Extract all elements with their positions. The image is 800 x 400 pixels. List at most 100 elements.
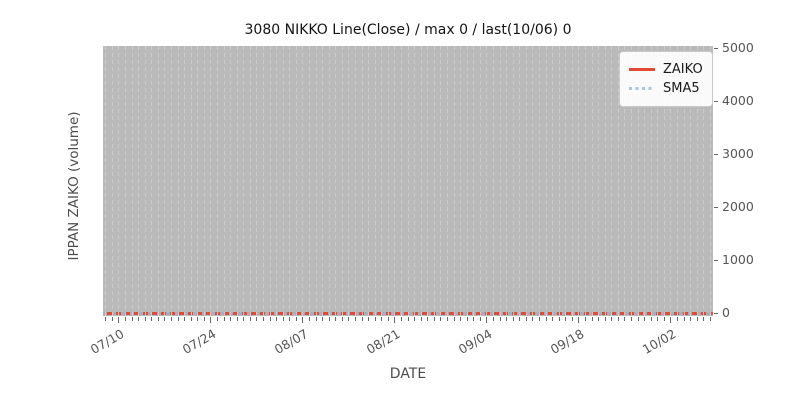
- x-minor-tick: [105, 317, 107, 321]
- gridline-vertical: [144, 46, 146, 316]
- x-minor-tick: [125, 317, 127, 321]
- x-minor-tick: [473, 317, 475, 321]
- y-tick-label: 2000: [722, 199, 754, 214]
- gridline-vertical: [171, 46, 173, 316]
- gridline-vertical: [552, 46, 554, 316]
- gridline-vertical: [249, 46, 251, 316]
- x-minor-tick: [506, 317, 508, 321]
- x-major-tick: [210, 317, 212, 323]
- x-minor-tick: [631, 317, 633, 321]
- gridline-vertical: [493, 46, 495, 316]
- x-minor-tick: [696, 317, 698, 321]
- gridline-vertical: [519, 46, 521, 316]
- x-minor-tick: [309, 317, 311, 321]
- x-minor-tick: [401, 317, 403, 321]
- gridline-vertical: [394, 46, 396, 316]
- x-minor-tick: [387, 317, 389, 321]
- x-minor-tick: [256, 317, 258, 321]
- x-major-tick: [118, 317, 120, 323]
- x-minor-tick: [190, 317, 192, 321]
- gridline-vertical: [269, 46, 271, 316]
- gridline-vertical: [177, 46, 179, 316]
- x-minor-tick: [414, 317, 416, 321]
- x-minor-tick: [276, 317, 278, 321]
- gridline-vertical: [374, 46, 376, 316]
- x-minor-tick: [493, 317, 495, 321]
- gridline-vertical: [401, 46, 403, 316]
- gridline-vertical: [591, 46, 593, 316]
- x-minor-tick: [479, 317, 481, 321]
- x-minor-tick: [269, 317, 271, 321]
- x-minor-tick: [427, 317, 429, 321]
- x-minor-tick: [282, 317, 284, 321]
- gridline-vertical: [506, 46, 508, 316]
- gridline-vertical: [690, 46, 692, 316]
- x-major-tick: [394, 317, 396, 323]
- gridline-vertical: [361, 46, 363, 316]
- x-minor-tick: [368, 317, 370, 321]
- gridline-vertical: [125, 46, 127, 316]
- gridline-vertical: [368, 46, 370, 316]
- x-minor-tick: [249, 317, 251, 321]
- gridline-vertical: [387, 46, 389, 316]
- x-minor-tick: [361, 317, 363, 321]
- plot-area: ZAIKO SMA5: [103, 46, 713, 316]
- chart-title: 3080 NIKKO Line(Close) / max 0 / last(10…: [244, 22, 572, 38]
- x-minor-tick: [650, 317, 652, 321]
- y-tick-label: 0: [722, 305, 730, 320]
- gridline-vertical: [328, 46, 330, 316]
- x-minor-tick: [138, 317, 140, 321]
- gridline-vertical: [585, 46, 587, 316]
- x-minor-tick: [499, 317, 501, 321]
- x-minor-tick: [144, 317, 146, 321]
- x-major-tick: [670, 317, 672, 323]
- x-minor-tick: [328, 317, 330, 321]
- gridline-vertical: [348, 46, 350, 316]
- x-minor-tick: [460, 317, 462, 321]
- x-minor-tick: [585, 317, 587, 321]
- x-minor-tick: [677, 317, 679, 321]
- x-minor-tick: [552, 317, 554, 321]
- x-minor-tick: [263, 317, 265, 321]
- x-minor-tick: [236, 317, 238, 321]
- x-minor-tick: [184, 317, 186, 321]
- x-minor-tick: [519, 317, 521, 321]
- gridline-vertical: [460, 46, 462, 316]
- x-minor-tick: [407, 317, 409, 321]
- y-axis-label: IPPAN ZAIKO (volume): [66, 111, 82, 261]
- x-minor-tick: [545, 317, 547, 321]
- x-minor-tick: [447, 317, 449, 321]
- x-minor-tick: [348, 317, 350, 321]
- x-minor-tick: [355, 317, 357, 321]
- gridline-vertical: [479, 46, 481, 316]
- x-minor-tick: [591, 317, 593, 321]
- x-minor-tick: [157, 317, 159, 321]
- gridline-vertical: [473, 46, 475, 316]
- gridline-vertical: [210, 46, 212, 316]
- x-minor-tick: [433, 317, 435, 321]
- x-major-tick: [486, 317, 488, 323]
- x-minor-tick: [171, 317, 173, 321]
- x-minor-tick: [111, 317, 113, 321]
- gridline-vertical: [677, 46, 679, 316]
- gridline-vertical: [217, 46, 219, 316]
- x-minor-tick: [177, 317, 179, 321]
- x-minor-tick: [532, 317, 534, 321]
- gridline-vertical: [276, 46, 278, 316]
- gridline-vertical: [335, 46, 337, 316]
- gridline-vertical: [203, 46, 205, 316]
- x-axis-label: DATE: [389, 366, 427, 382]
- x-minor-tick: [197, 317, 199, 321]
- gridline-vertical: [545, 46, 547, 316]
- gridline-vertical: [118, 46, 120, 316]
- gridline-vertical: [624, 46, 626, 316]
- gridline-vertical: [617, 46, 619, 316]
- gridline-vertical: [289, 46, 291, 316]
- x-minor-tick: [571, 317, 573, 321]
- x-minor-tick: [131, 317, 133, 321]
- gridline-vertical: [453, 46, 455, 316]
- x-minor-tick: [598, 317, 600, 321]
- gridline-vertical: [407, 46, 409, 316]
- gridline-vertical: [164, 46, 166, 316]
